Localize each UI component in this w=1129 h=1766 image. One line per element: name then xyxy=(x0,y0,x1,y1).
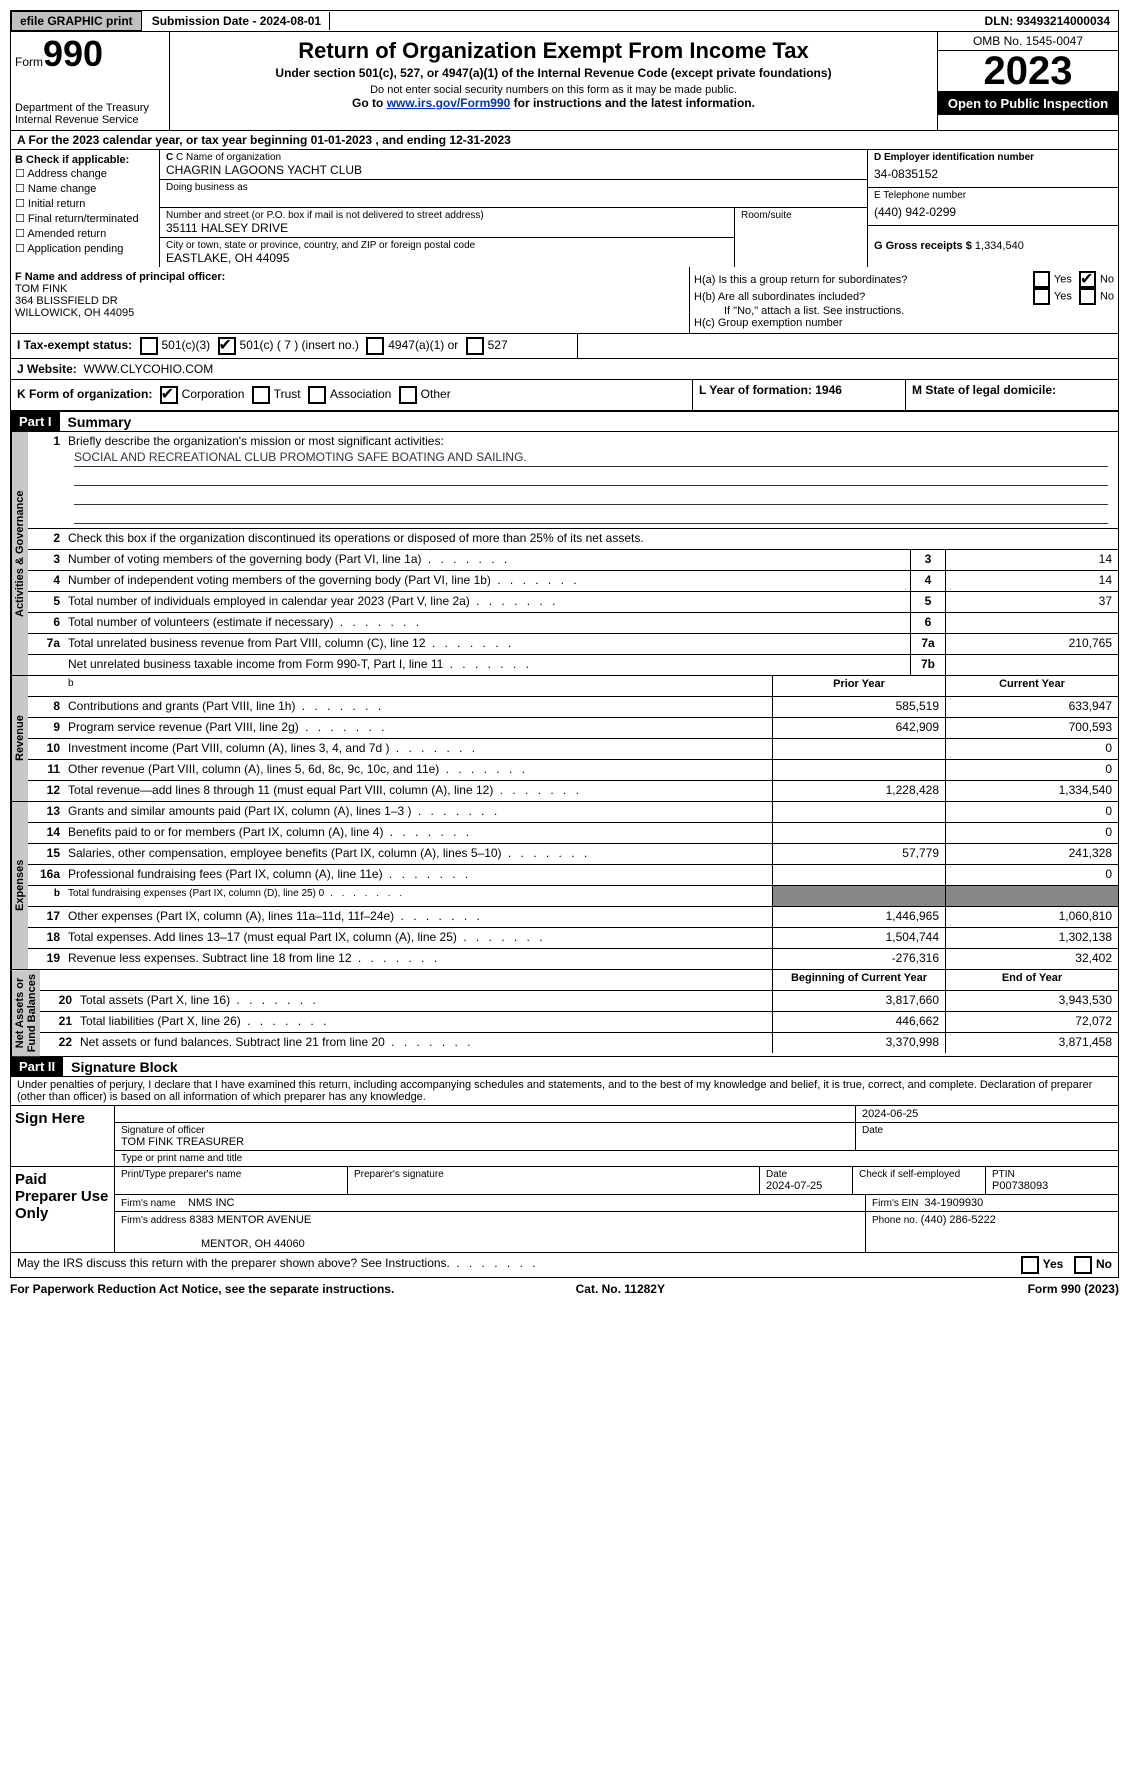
part-i-revenue: Revenue b Prior Year Current Year 8Contr… xyxy=(10,676,1119,802)
part-i-summary: Activities & Governance 1 Briefly descri… xyxy=(10,432,1119,676)
summary-row: Net unrelated business taxable income fr… xyxy=(28,654,1118,675)
chk-final-return[interactable]: Final return/terminated xyxy=(15,211,155,226)
submission-date: Submission Date - 2024-08-01 xyxy=(142,14,321,28)
form-header: Form990 Department of the Treasury Inter… xyxy=(10,32,1119,131)
summary-row: 6Total number of volunteers (estimate if… xyxy=(28,612,1118,633)
summary-row: 16aProfessional fundraising fees (Part I… xyxy=(28,864,1118,885)
ha-no[interactable] xyxy=(1079,271,1096,288)
row-j-website: J Website: WWW.CLYCOHIO.COM xyxy=(10,359,1119,380)
chk-initial-return[interactable]: Initial return xyxy=(15,196,155,211)
city-field: City or town, state or province, country… xyxy=(160,238,734,267)
ein-field: D Employer identification number 34-0835… xyxy=(868,150,1118,188)
group-return-section: H(a) Is this a group return for subordin… xyxy=(689,267,1118,333)
summary-row: 9Program service revenue (Part VIII, lin… xyxy=(28,717,1118,738)
part-i-header: Part I Summary xyxy=(10,412,1119,432)
summary-row: 7aTotal unrelated business revenue from … xyxy=(28,633,1118,654)
summary-row: 13Grants and similar amounts paid (Part … xyxy=(28,802,1118,822)
summary-row: 4Number of independent voting members of… xyxy=(28,570,1118,591)
irs-discuss-row: May the IRS discuss this return with the… xyxy=(10,1253,1119,1278)
col-b-checkboxes: B Check if applicable: Address change Na… xyxy=(11,150,160,267)
dba-field: Doing business as xyxy=(160,180,867,208)
row-i-tax-status: I Tax-exempt status: 501(c)(3) 501(c) ( … xyxy=(10,334,1119,359)
efile-print-btn[interactable]: efile GRAPHIC print xyxy=(11,11,142,31)
mission-text: SOCIAL AND RECREATIONAL CLUB PROMOTING S… xyxy=(74,450,1108,467)
chk-assoc[interactable] xyxy=(308,386,326,404)
summary-row: 15Salaries, other compensation, employee… xyxy=(28,843,1118,864)
dln: DLN: 93493214000034 xyxy=(985,14,1118,28)
summary-row: 19Revenue less expenses. Subtract line 1… xyxy=(28,948,1118,969)
phone-field: E Telephone number (440) 942-0299 xyxy=(868,188,1118,226)
chk-amended[interactable]: Amended return xyxy=(15,226,155,241)
summary-row: 20Total assets (Part X, line 16)3,817,66… xyxy=(40,990,1118,1011)
chk-4947[interactable] xyxy=(366,337,384,355)
page-footer: For Paperwork Reduction Act Notice, see … xyxy=(10,1278,1119,1296)
gross-receipts-field: G Gross receipts $ 1,334,540 xyxy=(868,226,1118,254)
part-ii-header: Part II Signature Block xyxy=(10,1057,1119,1077)
irs-link[interactable]: www.irs.gov/Form990 xyxy=(387,96,511,110)
part-i-netassets: Net Assets or Fund Balances Beginning of… xyxy=(10,970,1119,1057)
tab-revenue: Revenue xyxy=(11,676,28,801)
part-i-expenses: Expenses 13Grants and similar amounts pa… xyxy=(10,802,1119,970)
org-name-field: C C Name of organization CHAGRIN LAGOONS… xyxy=(160,150,867,180)
chk-app-pending[interactable]: Application pending xyxy=(15,241,155,256)
summary-row: 8Contributions and grants (Part VIII, li… xyxy=(28,696,1118,717)
chk-name-change[interactable]: Name change xyxy=(15,181,155,196)
section-fh: F Name and address of principal officer:… xyxy=(10,267,1119,334)
signature-block: Sign Here 2024-06-25 Signature of office… xyxy=(10,1106,1119,1253)
discuss-no[interactable] xyxy=(1074,1256,1092,1274)
chk-527[interactable] xyxy=(466,337,484,355)
form-title: Return of Organization Exempt From Incom… xyxy=(174,38,933,64)
chk-501c3[interactable] xyxy=(140,337,158,355)
summary-row: 12Total revenue—add lines 8 through 11 (… xyxy=(28,780,1118,801)
summary-row: 10Investment income (Part VIII, column (… xyxy=(28,738,1118,759)
summary-row: 14Benefits paid to or for members (Part … xyxy=(28,822,1118,843)
section-bcd: B Check if applicable: Address change Na… xyxy=(10,150,1119,267)
open-inspection: Open to Public Inspection xyxy=(938,92,1118,115)
tab-netassets: Net Assets or Fund Balances xyxy=(11,970,40,1056)
hb-yes[interactable] xyxy=(1033,288,1050,305)
tab-expenses: Expenses xyxy=(11,802,28,969)
ssn-warning: Do not enter social security numbers on … xyxy=(174,84,933,96)
summary-row: 17Other expenses (Part IX, column (A), l… xyxy=(28,906,1118,927)
hb-no[interactable] xyxy=(1079,288,1096,305)
room-field: Room/suite xyxy=(735,208,867,267)
summary-row: 21Total liabilities (Part X, line 26)446… xyxy=(40,1011,1118,1032)
tab-governance: Activities & Governance xyxy=(11,432,28,675)
summary-row: 3Number of voting members of the governi… xyxy=(28,549,1118,570)
principal-officer: F Name and address of principal officer:… xyxy=(11,267,689,333)
dept-treasury: Department of the Treasury Internal Reve… xyxy=(15,102,165,126)
summary-row: 11Other revenue (Part VIII, column (A), … xyxy=(28,759,1118,780)
street-field: Number and street (or P.O. box if mail i… xyxy=(160,208,734,238)
summary-row: 5Total number of individuals employed in… xyxy=(28,591,1118,612)
chk-trust[interactable] xyxy=(252,386,270,404)
sign-here: Sign Here xyxy=(11,1106,115,1166)
topbar: efile GRAPHIC print Submission Date - 20… xyxy=(10,10,1119,32)
ha-yes[interactable] xyxy=(1033,271,1050,288)
summary-row: 22Net assets or fund balances. Subtract … xyxy=(40,1032,1118,1053)
chk-address-change[interactable]: Address change xyxy=(15,166,155,181)
form-subtitle: Under section 501(c), 527, or 4947(a)(1)… xyxy=(174,66,933,80)
row-a-tax-year: A For the 2023 calendar year, or tax yea… xyxy=(10,131,1119,150)
penalty-statement: Under penalties of perjury, I declare th… xyxy=(10,1077,1119,1106)
tax-year: 2023 xyxy=(938,51,1118,92)
chk-501c[interactable] xyxy=(218,337,236,355)
paid-preparer: Paid Preparer Use Only xyxy=(11,1167,115,1252)
chk-other[interactable] xyxy=(399,386,417,404)
goto-link-row: Go to www.irs.gov/Form990 for instructio… xyxy=(174,96,933,110)
row-k-form-org: K Form of organization: Corporation Trus… xyxy=(10,380,1119,412)
summary-row: bTotal fundraising expenses (Part IX, co… xyxy=(28,885,1118,906)
chk-corp[interactable] xyxy=(160,386,178,404)
discuss-yes[interactable] xyxy=(1021,1256,1039,1274)
summary-row: 18Total expenses. Add lines 13–17 (must … xyxy=(28,927,1118,948)
